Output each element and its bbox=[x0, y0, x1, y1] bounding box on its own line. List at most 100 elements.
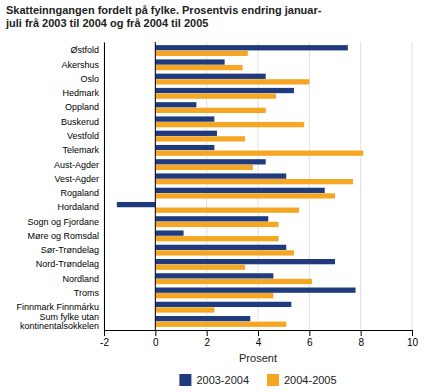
tick: 8 bbox=[358, 330, 364, 348]
bar bbox=[155, 74, 265, 79]
tick: Vest-Agder bbox=[54, 174, 99, 184]
tick-label-line: Sør-Trøndelag bbox=[41, 245, 99, 255]
tick-mark bbox=[412, 330, 413, 336]
tick: Hordaland bbox=[57, 202, 99, 212]
bar bbox=[155, 116, 214, 121]
bar bbox=[155, 131, 217, 136]
tick-label: Troms bbox=[74, 288, 100, 298]
grid-line bbox=[360, 42, 361, 330]
tick: Nord-Trøndelag bbox=[36, 259, 99, 269]
bar bbox=[155, 51, 247, 56]
bar bbox=[155, 288, 355, 293]
bar bbox=[155, 65, 242, 70]
tick-mark bbox=[258, 330, 259, 336]
tick-label: Sør-Trøndelag bbox=[41, 245, 99, 255]
grid-line bbox=[104, 42, 105, 330]
bar bbox=[155, 159, 265, 164]
tick-label: Vestfold bbox=[67, 131, 99, 141]
tick-mark bbox=[361, 330, 362, 336]
bar bbox=[155, 93, 276, 98]
tick-label-line: Nord-Trøndelag bbox=[36, 259, 99, 269]
bar bbox=[155, 122, 304, 127]
tick-label: Aust-Agder bbox=[54, 159, 99, 169]
grid-line bbox=[258, 42, 259, 330]
tick-label-line: Møre og Romsdal bbox=[27, 231, 99, 241]
tick: Sum fylke utankontinentalsokkelen bbox=[20, 312, 99, 331]
tick: Oppland bbox=[65, 102, 99, 112]
tick: Sogn og Fjordane bbox=[27, 217, 99, 227]
tick: Troms bbox=[74, 288, 100, 298]
bar bbox=[155, 208, 299, 213]
grid-line bbox=[206, 42, 207, 330]
bar bbox=[155, 173, 286, 178]
tick-label-line: Aust-Agder bbox=[54, 159, 99, 169]
bar bbox=[155, 230, 183, 235]
tick: 0 bbox=[153, 330, 159, 348]
chart-container: Skatteinngangen fordelt på fylke. Prosen… bbox=[0, 0, 426, 392]
bar bbox=[155, 79, 309, 84]
tick: Møre og Romsdal bbox=[27, 231, 99, 241]
tick-label: -2 bbox=[100, 337, 109, 348]
tick-label-line: Vestfold bbox=[67, 131, 99, 141]
grid bbox=[104, 42, 412, 330]
bar bbox=[155, 279, 312, 284]
chart: Skatteinngangen fordelt på fylke. Prosen… bbox=[0, 0, 426, 392]
plot: -20246810ØstfoldAkershusOsloHedmarkOppla… bbox=[16, 42, 418, 348]
tick-label-line: Vest-Agder bbox=[54, 174, 99, 184]
tick-label: 4 bbox=[256, 337, 262, 348]
tick-label-line: Buskerud bbox=[61, 117, 99, 127]
tick-label: Hedmark bbox=[62, 88, 99, 98]
tick-label-line: kontinentalsokkelen bbox=[20, 321, 99, 331]
tick-label: Akershus bbox=[61, 60, 99, 70]
legend: 2003-2004 2004-2005 bbox=[179, 374, 336, 386]
tick-mark bbox=[155, 330, 156, 336]
legend-swatch bbox=[267, 374, 279, 386]
tick-label: Sum fylke utankontinentalsokkelen bbox=[20, 312, 99, 331]
bar bbox=[155, 45, 347, 50]
tick-label-line: Oslo bbox=[80, 74, 99, 84]
bar bbox=[155, 193, 335, 198]
bar bbox=[155, 265, 245, 270]
bar bbox=[155, 88, 294, 93]
bar bbox=[155, 136, 245, 141]
title-line: Skatteinngangen fordelt på fylke. Prosen… bbox=[6, 4, 322, 16]
bar bbox=[155, 259, 335, 264]
grid-line bbox=[155, 42, 156, 330]
legend-label: 2004-2005 bbox=[284, 374, 337, 386]
grid-line bbox=[412, 42, 413, 330]
tick-label: Buskerud bbox=[61, 117, 99, 127]
tick-label: 10 bbox=[407, 337, 419, 348]
tick-label-line: Nordland bbox=[62, 274, 99, 284]
x-axis-line bbox=[105, 331, 413, 337]
tick: Oslo bbox=[80, 74, 99, 84]
legend-item: 2003-2004 bbox=[179, 374, 249, 386]
bar bbox=[155, 273, 273, 278]
y-axis-line bbox=[104, 43, 105, 331]
bar bbox=[155, 102, 196, 107]
tick: Østfold bbox=[70, 45, 99, 55]
bar bbox=[155, 179, 353, 184]
bar bbox=[155, 293, 273, 298]
tick-label: 6 bbox=[307, 337, 313, 348]
bar bbox=[155, 108, 265, 113]
tick: -2 bbox=[100, 330, 109, 348]
bars bbox=[117, 45, 363, 327]
tick-label: Oslo bbox=[80, 74, 99, 84]
tick-label-line: Telemark bbox=[62, 145, 99, 155]
tick-mark bbox=[309, 330, 310, 336]
zero-line bbox=[155, 42, 156, 330]
tick-label-line: Østfold bbox=[70, 45, 99, 55]
bar bbox=[155, 236, 278, 241]
tick-label-line: Hedmark bbox=[62, 88, 99, 98]
legend-swatch bbox=[179, 374, 191, 386]
bar bbox=[155, 222, 278, 227]
tick-label: Finnmark Finnmárku bbox=[16, 302, 99, 312]
tick: 4 bbox=[256, 330, 262, 348]
tick-label: Østfold bbox=[70, 45, 99, 55]
tick: Vestfold bbox=[67, 131, 99, 141]
grid-line bbox=[309, 42, 310, 330]
tick-label-line: Akershus bbox=[61, 60, 99, 70]
tick-label: 8 bbox=[358, 337, 364, 348]
tick-label-line: Troms bbox=[74, 288, 100, 298]
tick-label-line: Sogn og Fjordane bbox=[27, 217, 99, 227]
